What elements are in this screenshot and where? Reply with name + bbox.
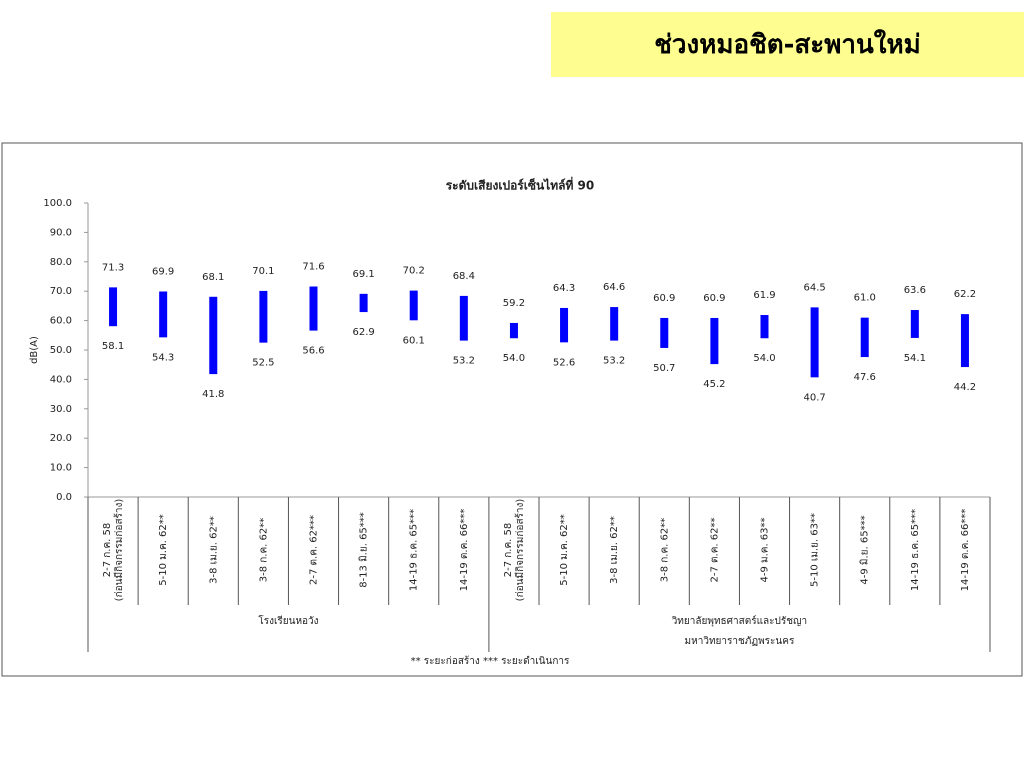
value-label: 71.6 (302, 261, 324, 272)
value-label: 61.0 (854, 293, 876, 304)
x-tick-label: 4-9 ม.ค. 63** (760, 517, 771, 582)
value-label: 62.9 (352, 327, 374, 338)
value-label: 68.1 (202, 272, 224, 283)
y-tick-label: 50.0 (50, 345, 72, 356)
y-tick-label: 70.0 (50, 286, 72, 297)
range-bar (760, 315, 769, 339)
y-tick-label: 20.0 (50, 433, 72, 444)
range-bar (860, 317, 869, 358)
x-tick-label: (ก่อนมีกิจกรรมก่อสร้าง) (113, 499, 125, 602)
y-tick-label: 40.0 (50, 374, 72, 385)
value-label: 54.3 (152, 352, 174, 363)
range-bar (509, 322, 518, 339)
range-bar (209, 296, 218, 375)
y-tick-label: 90.0 (50, 227, 72, 238)
range-bar (810, 307, 819, 378)
y-axis-label: dB(A) (29, 336, 40, 364)
range-bar (109, 287, 118, 327)
value-label: 64.3 (553, 283, 575, 294)
range-bar (259, 290, 268, 343)
range-bar (560, 307, 569, 343)
y-tick-label: 100.0 (43, 198, 72, 209)
x-tick-label: 14-19 ธ.ค. 65*** (910, 509, 921, 591)
value-label: 53.2 (453, 356, 475, 367)
group-label: โรงเรียนหอวัง (258, 614, 318, 627)
x-tick-label: 5-10 ม.ค. 62** (559, 514, 570, 585)
value-label: 53.2 (603, 356, 625, 367)
range-bar (960, 314, 969, 368)
value-label: 61.9 (753, 290, 775, 301)
range-bar (610, 307, 619, 341)
group-label: วิทยาลัยพุทธศาสตร์และปรัชญา (671, 615, 807, 627)
range-bar (459, 295, 468, 341)
footnote: ** ระยะก่อสร้าง *** ระยะดำเนินการ (411, 655, 570, 667)
x-tick-label: 4-9 มิ.ย. 65*** (860, 515, 871, 584)
value-label: 60.9 (653, 293, 675, 304)
x-tick-label: 2-7 ต.ค. 62** (709, 518, 720, 583)
range-bar (910, 310, 919, 338)
x-tick-label: 8-13 มิ.ย. 65*** (359, 512, 370, 588)
chart-title: ระดับเสียงเปอร์เซ็นไทล์ที่ 90 (446, 177, 595, 193)
value-label: 60.1 (403, 335, 425, 346)
value-label: 47.6 (854, 372, 876, 383)
y-tick-label: 0.0 (56, 492, 72, 503)
range-bar (309, 286, 318, 331)
value-label: 44.2 (954, 382, 976, 393)
range-bar (409, 290, 418, 321)
x-tick-label: 14-19 ต.ค. 66*** (459, 509, 470, 592)
value-label: 70.2 (403, 266, 425, 277)
value-label: 60.9 (703, 293, 725, 304)
x-tick-label: 5-10 ม.ค. 62** (158, 514, 169, 585)
y-tick-label: 30.0 (50, 404, 72, 415)
value-label: 54.0 (753, 353, 775, 364)
value-label: 52.5 (252, 358, 274, 369)
range-bar (710, 317, 719, 365)
x-tick-label: 3-8 เม.ย. 62** (208, 516, 219, 584)
value-label: 63.6 (904, 285, 926, 296)
y-tick-label: 60.0 (50, 316, 72, 327)
value-label: 54.1 (904, 353, 926, 364)
value-label: 62.2 (954, 289, 976, 300)
range-bar (359, 293, 368, 313)
value-label: 54.0 (503, 353, 525, 364)
value-label: 71.3 (102, 262, 124, 273)
value-label: 58.1 (102, 341, 124, 352)
chart-frame (1, 142, 1023, 677)
x-tick-label: 2-7 ก.ค. 58 (102, 523, 113, 578)
x-tick-label: 5-10 เม.ย. 63** (810, 513, 821, 587)
value-label: 69.1 (352, 269, 374, 280)
value-label: 70.1 (252, 266, 274, 277)
x-tick-label: 3-8 เม.ย. 62** (609, 516, 620, 584)
value-label: 64.5 (803, 282, 825, 293)
value-label: 68.4 (453, 271, 475, 282)
value-label: 45.2 (703, 379, 725, 390)
value-label: 56.6 (302, 346, 324, 357)
x-tick-label: 2-7 ต.ค. 62*** (309, 515, 320, 585)
x-tick-label: (ก่อนมีกิจกรรมก่อสร้าง) (514, 499, 526, 602)
range-bar (660, 317, 669, 348)
range-bar (159, 291, 168, 338)
group-label: มหาวิทยาราชภัฏพระนคร (685, 636, 795, 647)
y-tick-label: 10.0 (50, 463, 72, 474)
value-label: 52.6 (553, 357, 575, 368)
value-label: 41.8 (202, 389, 224, 400)
header-title: ช่วงหมอชิต-สะพานใหม่ (551, 12, 1024, 77)
value-label: 64.6 (603, 282, 625, 293)
x-tick-label: 14-19 ต.ค. 66*** (960, 509, 971, 592)
value-label: 59.2 (503, 298, 525, 309)
x-tick-label: 2-7 ก.ค. 58 (503, 523, 514, 578)
value-label: 69.9 (152, 266, 174, 277)
x-tick-label: 3-8 ก.ค. 62** (659, 518, 670, 583)
y-tick-label: 80.0 (50, 257, 72, 268)
x-tick-label: 14-19 ธ.ค. 65*** (409, 509, 420, 591)
x-tick-label: 3-8 ก.ค. 62** (258, 518, 269, 583)
value-label: 50.7 (653, 363, 675, 374)
value-label: 40.7 (803, 392, 825, 403)
